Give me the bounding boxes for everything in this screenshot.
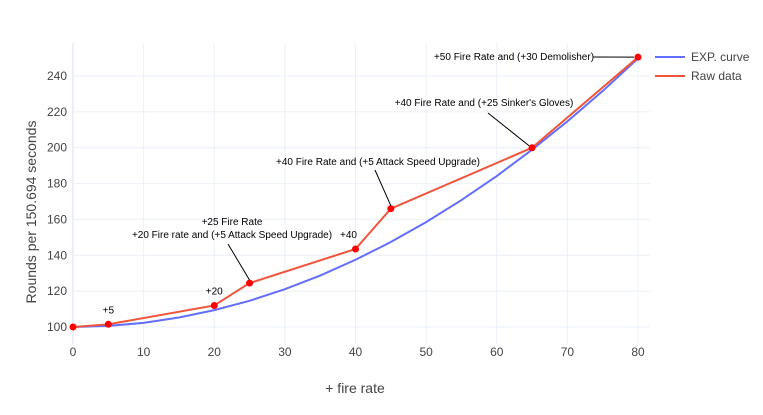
annotation-text: +40 Fire Rate and (+5 Attack Speed Upgra… (276, 157, 480, 168)
annotation-text: +25 Fire Rate (202, 217, 263, 228)
data-point[interactable] (634, 53, 642, 61)
data-point[interactable] (69, 323, 77, 331)
annotation-text: +20 (206, 286, 223, 297)
annotation-text: +50 Fire Rate and (+30 Demolisher) (434, 52, 594, 63)
annotation-text: +40 Fire Rate and (+25 Sinker's Gloves) (395, 98, 574, 109)
legend-label-raw-data: Raw data (691, 69, 742, 83)
plot-area[interactable] (69, 53, 642, 331)
y-tick-label: 200 (47, 141, 67, 155)
x-axis-ticks: 0 10 20 30 40 50 60 70 80 (70, 345, 645, 359)
x-tick-label: 50 (419, 345, 433, 359)
y-axis-ticks: 100 120 140 160 180 200 220 240 (47, 69, 67, 334)
annotations: +5 +20 +25 Fire Rate +20 Fire rate and (+5 … (103, 52, 635, 316)
y-axis-title: Rounds per 150.694 seconds (23, 121, 39, 304)
annotation-text: +40 (340, 230, 357, 241)
legend-item-raw-data[interactable]: Raw data (655, 69, 742, 83)
legend: EXP. curve Raw data (655, 50, 750, 83)
series-line-exp-curve[interactable] (72, 57, 639, 328)
legend-item-exp-curve[interactable]: EXP. curve (655, 50, 750, 64)
x-tick-label: 70 (561, 345, 575, 359)
data-point[interactable] (352, 245, 359, 253)
annotation-arrow (487, 112, 530, 147)
x-tick-label: 30 (278, 345, 292, 359)
x-tick-label: 40 (349, 345, 363, 359)
x-tick-label: 80 (631, 345, 645, 359)
data-point[interactable] (246, 279, 254, 287)
y-tick-label: 180 (47, 177, 67, 191)
series-line-raw-data[interactable] (72, 56, 639, 328)
y-tick-label: 140 (47, 248, 67, 262)
y-tick-label: 240 (47, 69, 67, 83)
y-tick-label: 120 (47, 284, 67, 298)
x-axis-title: + fire rate (325, 380, 385, 396)
annotation-text: +5 (103, 305, 115, 316)
y-tick-label: 220 (47, 105, 67, 119)
x-tick-label: 60 (490, 345, 504, 359)
data-point[interactable] (528, 144, 536, 152)
gridlines (72, 43, 650, 344)
annotation-arrow (374, 169, 392, 206)
data-point[interactable] (387, 205, 395, 213)
annotation-arrow (227, 243, 250, 281)
legend-label-exp-curve: EXP. curve (691, 50, 750, 64)
data-point[interactable] (210, 301, 218, 309)
x-tick-label: 10 (137, 345, 151, 359)
annotation-text: +20 Fire rate and (+5 Attack Speed Upgra… (132, 230, 332, 241)
y-tick-label: 100 (47, 320, 67, 334)
x-tick-label: 0 (70, 345, 77, 359)
data-point[interactable] (104, 320, 112, 328)
x-tick-label: 20 (208, 345, 222, 359)
y-tick-label: 160 (47, 212, 67, 226)
